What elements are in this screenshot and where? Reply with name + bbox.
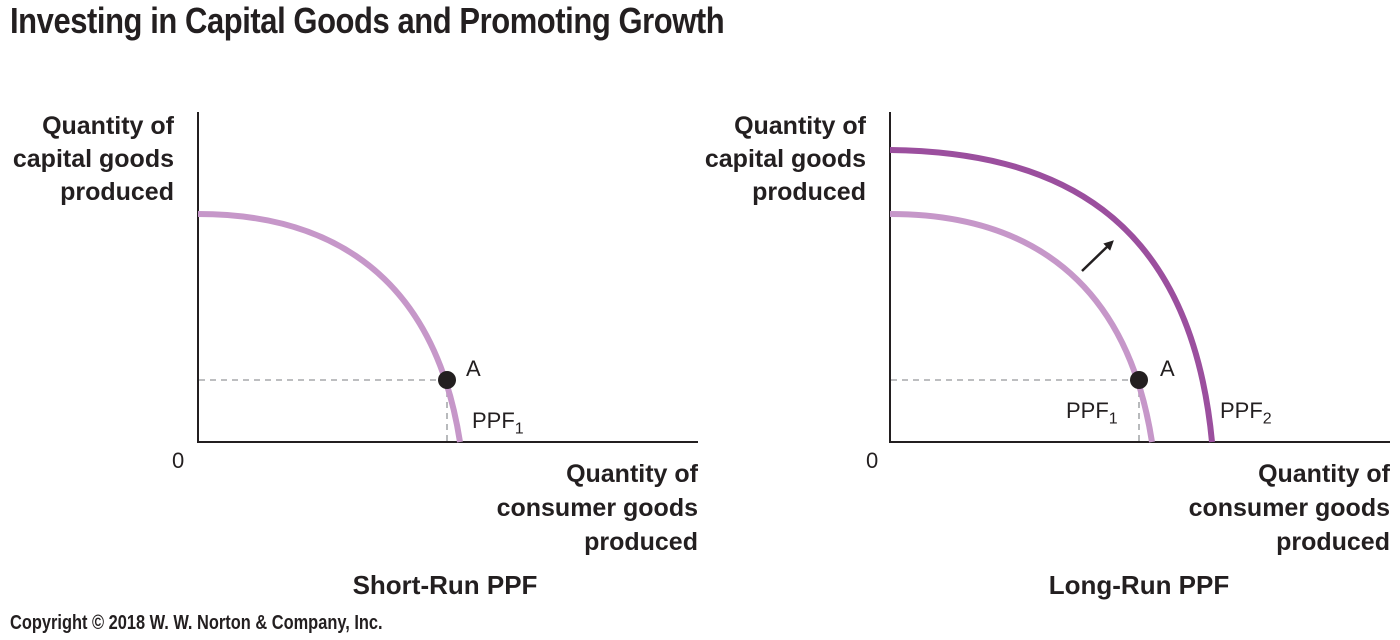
origin-label: 0 <box>866 448 879 473</box>
ppf1-label: PPF1 <box>472 408 524 438</box>
y-axis-label: Quantity of capital goods produced <box>0 110 174 209</box>
x-axis-label-line-3: produced <box>584 528 698 556</box>
y-axis-label-line-3: produced <box>752 178 866 206</box>
short-run-caption: Short-Run PPF <box>352 570 538 600</box>
x-axis-label-line-2: consumer goods <box>1188 494 1390 522</box>
y-axis-label-line-3: produced <box>60 178 174 206</box>
y-axis-label: Quantity of capital goods produced <box>690 110 866 209</box>
point-a <box>1130 371 1148 389</box>
ppf1-name: PPF <box>1066 398 1109 423</box>
y-axis-label-line-2: capital goods <box>704 145 866 173</box>
ppf2-name: PPF <box>1220 398 1263 423</box>
x-axis-label-line-1: Quantity of <box>1258 460 1390 488</box>
ppf2-label: PPF2 <box>1220 398 1272 428</box>
long-run-caption: Long-Run PPF <box>1048 570 1230 600</box>
ppf1-subscript: 1 <box>514 420 524 438</box>
x-axis-label: Quantity of consumer goods produced <box>440 457 698 559</box>
y-axis-label-line-1: Quantity of <box>734 112 866 140</box>
x-axis-label-line-1: Quantity of <box>566 460 698 488</box>
x-axis-label-line-3: produced <box>1276 528 1390 556</box>
shift-arrow <box>1081 240 1114 272</box>
ppf1-label: PPF1 <box>1066 398 1118 428</box>
x-axis-label-line-2: consumer goods <box>496 494 698 522</box>
point-a-label: A <box>1160 356 1175 381</box>
ppf2-curve <box>889 147 1215 443</box>
ppf1-name: PPF <box>472 408 515 433</box>
point-a-label: A <box>466 356 481 381</box>
copyright-notice: Copyright © 2018 W. W. Norton & Company,… <box>10 612 383 634</box>
point-a <box>438 371 456 389</box>
ppf2-subscript: 2 <box>1262 410 1272 428</box>
figure-title: Investing in Capital Goods and Promoting… <box>10 0 725 41</box>
origin-label: 0 <box>172 448 185 473</box>
y-axis-label-line-1: Quantity of <box>42 112 174 140</box>
x-axis-label: Quantity of consumer goods produced <box>1130 457 1390 559</box>
ppf1-subscript: 1 <box>1108 410 1118 428</box>
y-axis-label-line-2: capital goods <box>12 145 174 173</box>
